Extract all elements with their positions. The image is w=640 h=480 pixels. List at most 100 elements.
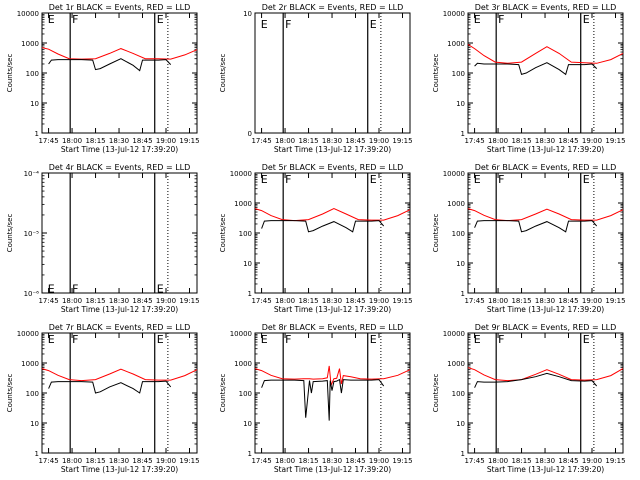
y-tick-label: 100 <box>239 390 252 398</box>
y-tick-label: 1 <box>461 450 465 458</box>
series-line-events <box>48 380 172 394</box>
event-marker-label: E <box>474 333 481 346</box>
x-axis-label: Start Time (13-Jul-12 17:39:20) <box>487 145 604 154</box>
y-axis-label: Counts/sec <box>219 214 227 253</box>
x-tick-label: 18:45 <box>132 457 152 465</box>
y-tick-label: 10000 <box>443 10 465 18</box>
axes-frame <box>41 12 198 134</box>
x-tick-label: 18:30 <box>535 297 555 305</box>
y-tick-label: 10000 <box>230 330 252 338</box>
x-tick-label: 18:30 <box>109 297 129 305</box>
x-tick-label: 17:45 <box>251 137 271 145</box>
series-line-lld <box>467 367 624 382</box>
x-tick-label: 18:15 <box>85 297 105 305</box>
event-marker-label: F <box>498 333 504 346</box>
detector-panel-7: Det 7r BLACK = Events, RED = LLD 1 10 100 10… <box>6 323 200 474</box>
y-tick-label: 10 <box>456 420 465 428</box>
x-tick-label: 19:00 <box>369 457 389 465</box>
x-tick-label: 18:45 <box>345 297 365 305</box>
x-tick-label: 18:00 <box>488 297 508 305</box>
x-tick-label: 18:30 <box>535 457 555 465</box>
event-marker-label: F <box>72 333 78 346</box>
y-tick-label: 10 <box>456 260 465 268</box>
event-marker-label: E <box>48 333 55 346</box>
event-marker-label: E <box>370 173 377 186</box>
x-tick-label: 18:00 <box>488 137 508 145</box>
x-tick-label: 18:45 <box>558 137 578 145</box>
x-tick-label: 19:15 <box>392 457 412 465</box>
y-tick-label: 10 <box>456 100 465 108</box>
x-axis-label: Start Time (13-Jul-12 17:39:20) <box>61 145 178 154</box>
x-tick-label: 19:15 <box>392 137 412 145</box>
x-tick-label: 19:15 <box>179 297 199 305</box>
x-axis-label: Start Time (13-Jul-12 17:39:20) <box>61 465 178 474</box>
panel-title: Det 7r BLACK = Events, RED = LLD <box>49 323 191 332</box>
x-tick-label: 19:00 <box>156 137 176 145</box>
y-tick-label: 1 <box>461 290 465 298</box>
event-marker-label: E <box>370 18 377 31</box>
y-tick-label: 10000 <box>443 330 465 338</box>
y-tick-label: 1000 <box>447 360 465 368</box>
axes-frame <box>254 332 411 454</box>
y-tick-label: 10000 <box>443 170 465 178</box>
x-tick-label: 18:15 <box>85 457 105 465</box>
event-marker-label: E <box>583 13 590 26</box>
y-tick-label: 10 <box>243 260 252 268</box>
x-tick-label: 18:30 <box>322 457 342 465</box>
series-line-events <box>474 220 598 233</box>
y-tick-label: 1000 <box>234 200 252 208</box>
detector-panel-1: Det 1r BLACK = Events, RED = LLD 1 10 100 10… <box>6 3 200 154</box>
x-tick-label: 18:15 <box>511 137 531 145</box>
y-tick-label: 10000 <box>230 170 252 178</box>
event-marker-label: E <box>157 13 164 26</box>
y-tick-label: 1 <box>35 130 39 138</box>
y-axis-label: Counts/sec <box>432 374 440 413</box>
axes-frame <box>41 332 198 454</box>
x-tick-label: 18:15 <box>298 457 318 465</box>
y-tick-label: 1 <box>248 290 252 298</box>
series-line-lld <box>467 208 624 222</box>
event-marker-label: E <box>157 282 164 295</box>
x-tick-label: 18:00 <box>275 297 295 305</box>
x-tick-label: 17:45 <box>251 457 271 465</box>
x-tick-label: 18:15 <box>511 297 531 305</box>
detector-panel-2: Det 2r BLACK = Events, RED = LLD 0 10 17:45… <box>219 3 413 154</box>
panel-title: Det 1r BLACK = Events, RED = LLD <box>49 3 191 12</box>
series-line-events <box>261 220 385 233</box>
series-line-events <box>474 62 598 76</box>
x-tick-label: 19:00 <box>156 297 176 305</box>
axes-frame <box>467 12 624 134</box>
y-tick-label: 10 <box>30 100 39 108</box>
x-axis-label: Start Time (13-Jul-12 17:39:20) <box>487 465 604 474</box>
x-tick-label: 19:00 <box>369 297 389 305</box>
axes-frame <box>467 172 624 294</box>
y-tick-label: 100 <box>452 70 465 78</box>
x-tick-label: 18:15 <box>298 297 318 305</box>
y-tick-label: 10⁻⁶ <box>24 290 40 298</box>
x-tick-label: 18:00 <box>62 457 82 465</box>
y-axis-label: Counts/sec <box>6 374 14 413</box>
x-tick-label: 18:00 <box>275 137 295 145</box>
y-tick-label: 10 <box>243 420 252 428</box>
event-marker-label: E <box>48 13 55 26</box>
y-tick-label: 1000 <box>21 40 39 48</box>
x-tick-label: 17:45 <box>38 137 58 145</box>
event-marker-label: E <box>370 333 377 346</box>
y-tick-label: 100 <box>452 230 465 238</box>
series-line-events <box>48 58 172 72</box>
series-line-events <box>474 372 598 388</box>
y-tick-label: 1 <box>35 450 39 458</box>
y-axis-label: Counts/sec <box>6 54 14 93</box>
event-marker-label: F <box>285 173 291 186</box>
axes-frame <box>254 172 411 294</box>
x-tick-label: 18:45 <box>132 297 152 305</box>
y-axis-label: Counts/sec <box>219 374 227 413</box>
y-axis-label: Counts/sec <box>6 214 14 253</box>
x-tick-label: 19:15 <box>605 297 625 305</box>
event-marker-label: E <box>474 13 481 26</box>
x-tick-label: 18:15 <box>298 137 318 145</box>
x-tick-label: 17:45 <box>251 297 271 305</box>
axes-frame <box>41 172 198 294</box>
y-tick-label: 1000 <box>234 360 252 368</box>
